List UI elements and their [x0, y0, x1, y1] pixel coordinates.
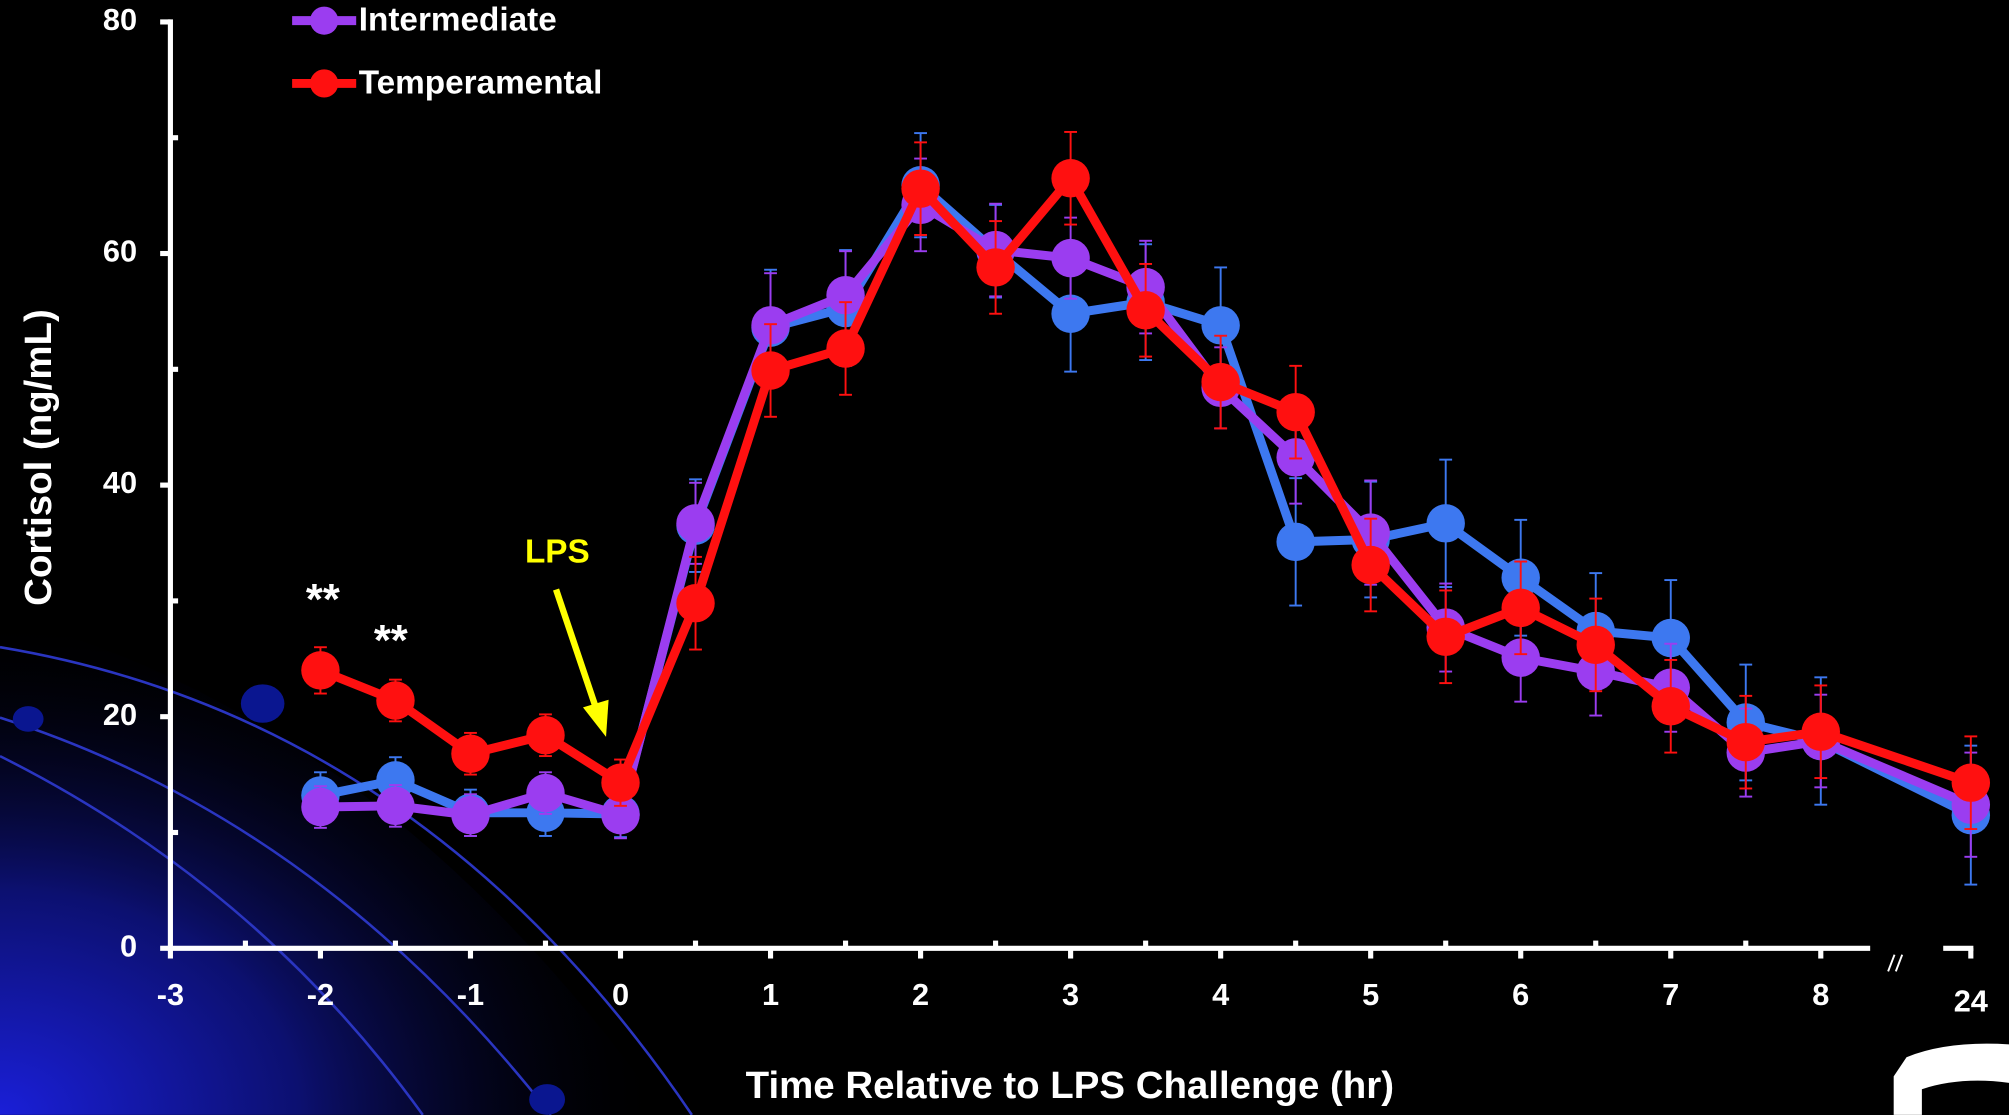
x-tick-label: 7 — [1662, 977, 1679, 1012]
marker — [1426, 504, 1465, 543]
x-tick-label: 0 — [612, 977, 629, 1012]
decoration-glow — [0, 615, 667, 1115]
decoration-dot — [12, 706, 44, 732]
marker — [901, 169, 940, 208]
marker — [451, 795, 490, 835]
marker — [601, 795, 640, 835]
marker — [376, 681, 415, 720]
marker — [1201, 362, 1240, 402]
marker — [1501, 588, 1540, 628]
marker — [1726, 722, 1765, 762]
lps-arrowhead — [582, 699, 609, 737]
marker — [601, 763, 640, 802]
axis-break — [1887, 954, 1896, 972]
logo — [1893, 1043, 2009, 1115]
decoration-dot — [529, 1084, 566, 1115]
decoration-dot — [240, 684, 285, 723]
marker — [526, 773, 565, 813]
x-tick-label: 4 — [1212, 977, 1229, 1012]
legend-label: Intermediate — [359, 2, 557, 39]
x-tick-label: 2 — [912, 977, 929, 1012]
marker — [1126, 291, 1165, 330]
marker — [1501, 638, 1540, 677]
series-line — [318, 173, 1973, 788]
marker — [376, 786, 415, 826]
marker — [676, 583, 715, 623]
annotation: LPS — [525, 533, 590, 570]
y-tick-label: 80 — [103, 2, 137, 37]
marker — [1951, 763, 1991, 802]
axis-break — [1894, 954, 1904, 972]
marker — [1651, 618, 1690, 658]
marker — [301, 651, 340, 690]
decoration-arc — [0, 754, 424, 1115]
x-tick-label: 6 — [1512, 977, 1529, 1012]
x-tick-label: 5 — [1362, 977, 1379, 1012]
marker — [1276, 392, 1315, 432]
y-tick-label: 20 — [103, 697, 137, 732]
marker — [451, 734, 490, 773]
marker — [1276, 522, 1315, 562]
legend-marker — [310, 69, 339, 98]
marker — [1051, 238, 1090, 278]
marker — [1051, 159, 1090, 198]
marker — [1651, 687, 1690, 726]
marker — [301, 787, 340, 827]
marker — [1426, 617, 1465, 657]
series-line — [319, 180, 1973, 820]
decoration-arc — [0, 716, 552, 1115]
y-tick-label: 40 — [103, 465, 137, 500]
marker — [676, 504, 715, 543]
y-tick-label: 60 — [103, 234, 137, 269]
marker — [751, 351, 790, 390]
y-tick-label: 0 — [120, 928, 137, 963]
x-tick-label: 8 — [1812, 977, 1829, 1012]
annotation: ** — [374, 617, 408, 665]
marker — [826, 275, 865, 315]
marker — [826, 329, 865, 368]
legend-label: Temperamental — [359, 65, 603, 102]
x-tick-label: -2 — [307, 977, 334, 1012]
marker — [1801, 712, 1841, 751]
marker — [526, 716, 565, 755]
marker — [1051, 294, 1090, 333]
x-tick-label: -1 — [457, 977, 484, 1012]
lps-arrow — [553, 588, 601, 713]
x-tick-label: 1 — [762, 977, 779, 1012]
x-tick-label: -3 — [157, 977, 184, 1012]
x-tick-label: 24 — [1954, 984, 1988, 1019]
marker — [976, 248, 1015, 287]
legend-marker — [310, 6, 339, 35]
annotation: ** — [306, 576, 340, 624]
marker — [1576, 625, 1615, 665]
marker — [1351, 545, 1390, 585]
marker — [1201, 306, 1240, 345]
y-axis-label: Cortisol (ng/mL) — [17, 309, 60, 606]
x-axis-label: Time Relative to LPS Challenge (hr) — [746, 1064, 1394, 1107]
x-tick-label: 3 — [1062, 977, 1079, 1012]
